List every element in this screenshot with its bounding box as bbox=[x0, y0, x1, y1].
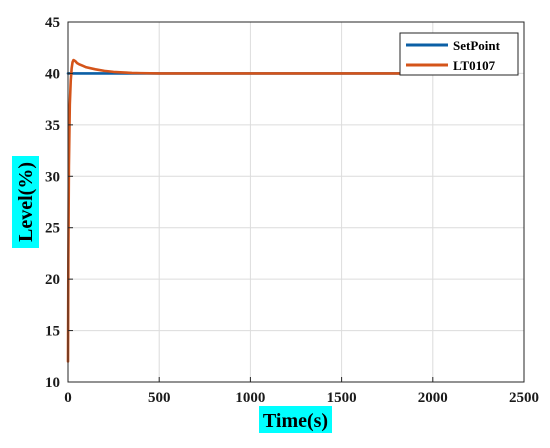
series-layer bbox=[66, 58, 435, 363]
x-tick-label: 2000 bbox=[418, 390, 448, 406]
y-axis-title: Level(%) bbox=[12, 156, 39, 248]
legend-label-setpoint: SetPoint bbox=[453, 38, 501, 53]
y-tick-label: 40 bbox=[45, 66, 60, 82]
plot-frame bbox=[67, 21, 525, 383]
legend-box bbox=[399, 32, 519, 76]
y-axis-title-highlight bbox=[12, 156, 39, 248]
legend-label-lt0107: LT0107 bbox=[453, 58, 496, 73]
y-tick-label: 10 bbox=[45, 375, 60, 391]
x-tick-label: 1500 bbox=[327, 390, 357, 406]
x-tick-label: 1000 bbox=[235, 390, 265, 406]
x-tick-label: 2500 bbox=[509, 390, 539, 406]
y-tick-label: 20 bbox=[45, 272, 60, 288]
legend: SetPoint LT0107 bbox=[399, 32, 519, 76]
tick-labels: 0 500 1000 1500 2000 2500 10 15 20 25 30 35 40 45 bbox=[45, 15, 539, 406]
x-axis-title-text: Time(s) bbox=[263, 410, 328, 432]
y-axis-title-text: Level(%) bbox=[15, 162, 37, 242]
y-tick-label: 35 bbox=[45, 118, 60, 134]
x-tick-label: 0 bbox=[64, 390, 72, 406]
x-axis-title-highlight bbox=[259, 406, 332, 433]
series-line-lt0107 bbox=[66, 58, 435, 363]
x-tick-label: 500 bbox=[148, 390, 171, 406]
y-tick-label: 25 bbox=[45, 221, 60, 237]
x-axis-title: Time(s) bbox=[259, 406, 332, 433]
y-tick-label: 15 bbox=[45, 324, 60, 340]
y-tick-label: 45 bbox=[45, 15, 60, 31]
plot-background bbox=[68, 22, 524, 382]
y-tick-label: 30 bbox=[45, 169, 60, 185]
